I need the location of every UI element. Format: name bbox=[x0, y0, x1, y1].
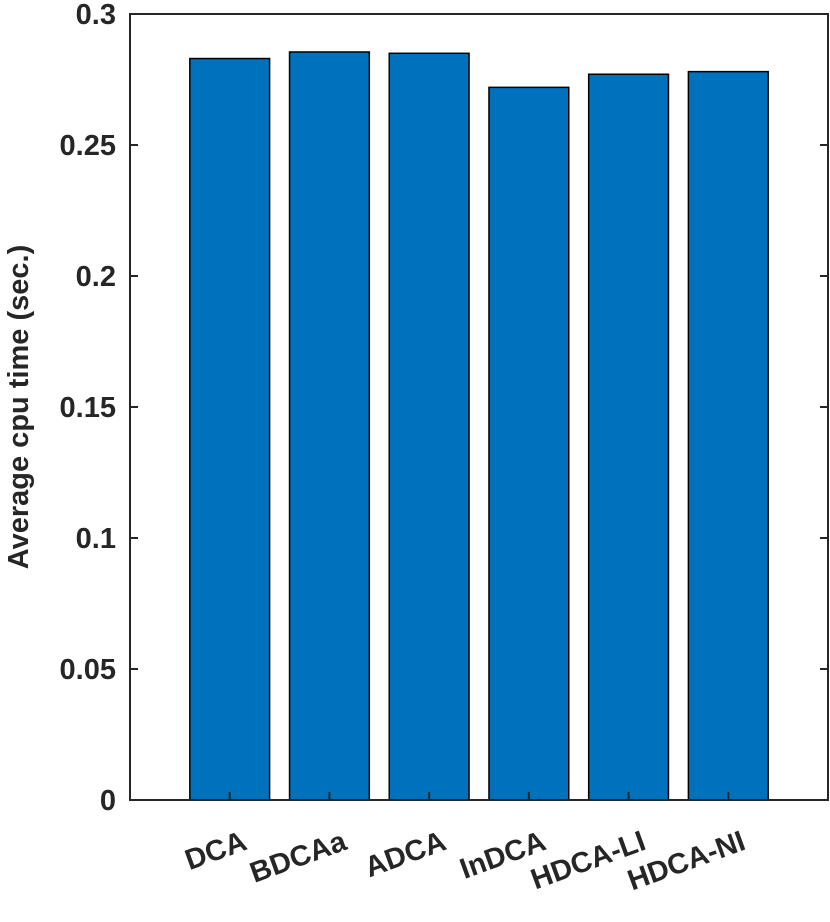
bar-hdca-li bbox=[587, 73, 670, 801]
y-tick-label: 0.3 bbox=[76, 0, 116, 31]
x-tick-label-bdcaa: BDCAa bbox=[246, 825, 352, 890]
bar-dca bbox=[189, 57, 271, 801]
y-tick-label: 0.2 bbox=[76, 261, 116, 293]
y-tick-label: 0.1 bbox=[76, 523, 116, 555]
bar-indca bbox=[488, 86, 570, 801]
bars-group bbox=[189, 51, 769, 801]
x-tick-label-adca: ADCA bbox=[361, 825, 451, 884]
y-axis-label: Average cpu time (sec.) bbox=[3, 245, 35, 570]
y-tick-label: 0 bbox=[100, 785, 116, 817]
y-tick-label: 0.25 bbox=[60, 130, 116, 162]
y-tick-label: 0.15 bbox=[60, 392, 116, 424]
y-tick-label: 0.05 bbox=[60, 654, 116, 686]
bar-bdcaa bbox=[288, 51, 371, 801]
bar-hdca-ni bbox=[687, 70, 769, 801]
x-tick-label-dca: DCA bbox=[181, 825, 251, 877]
bar-adca bbox=[388, 52, 470, 801]
y-ticks-group: 0 0.05 0.1 0.15 0.2 0.25 0.3 bbox=[60, 0, 828, 817]
